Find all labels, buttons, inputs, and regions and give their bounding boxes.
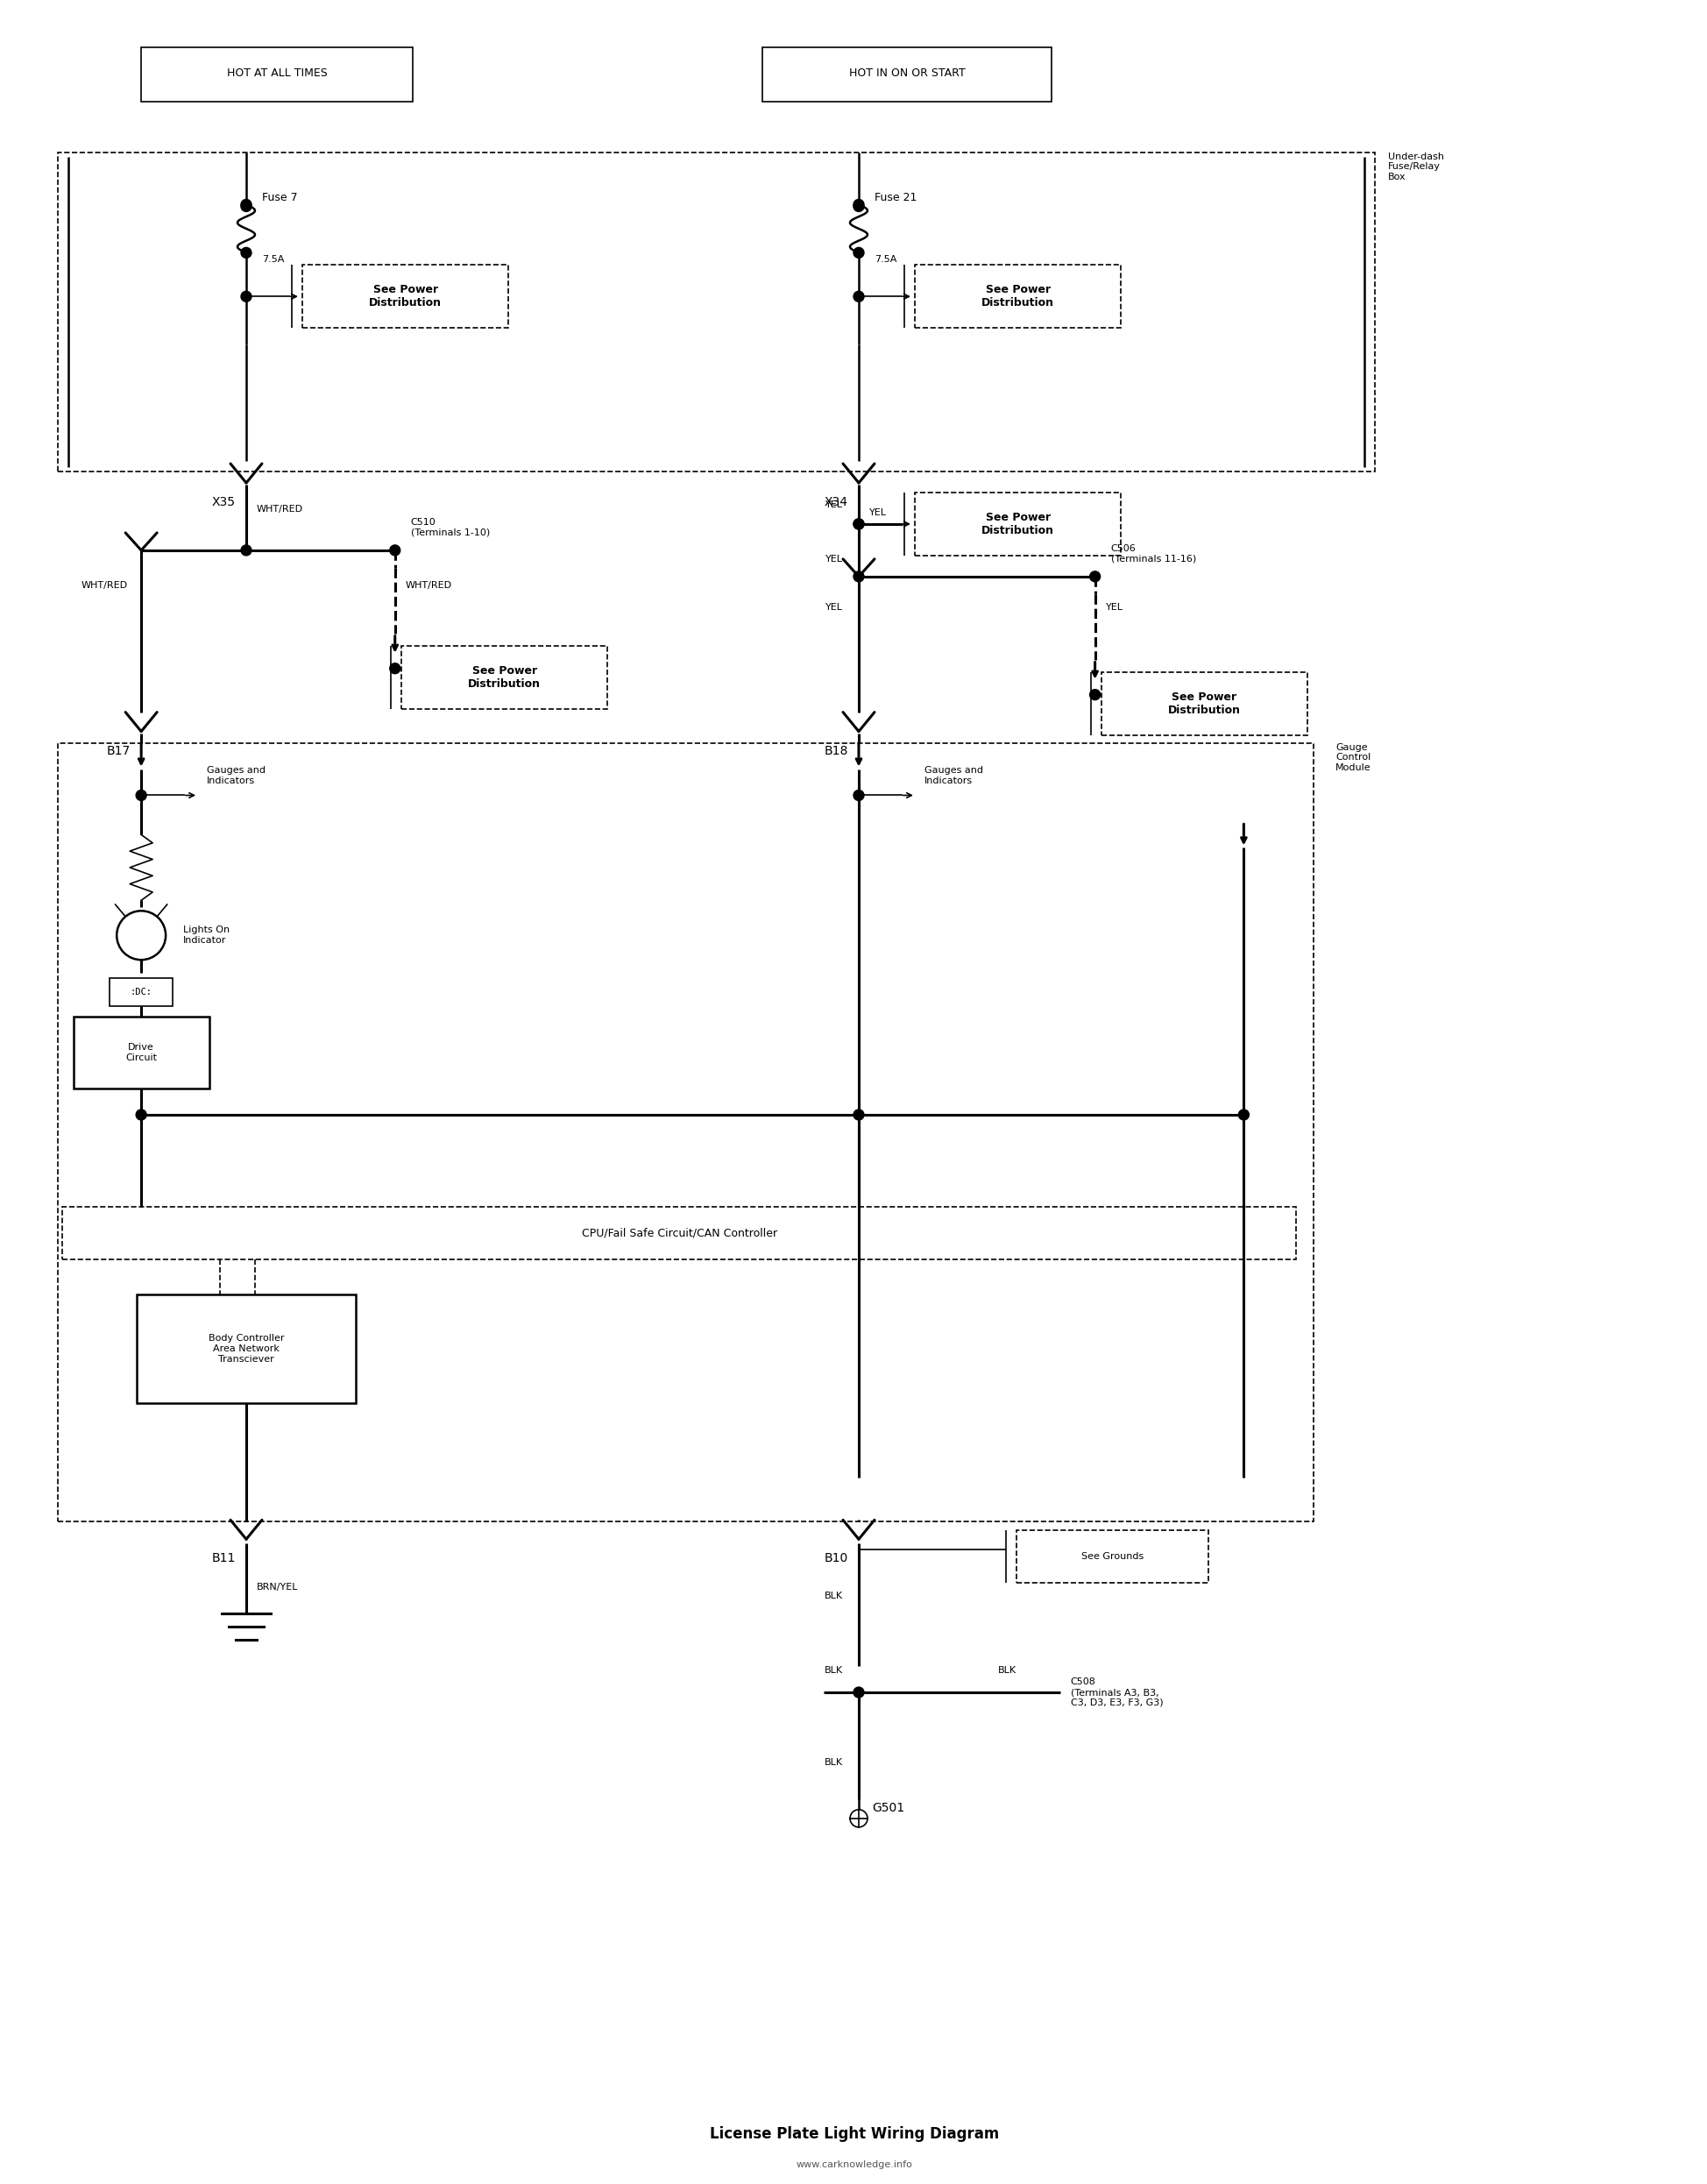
Text: Body Controller
Area Network
Transciever: Body Controller Area Network Transciever bbox=[208, 1334, 283, 1363]
Circle shape bbox=[854, 290, 864, 301]
Text: Fuse 7: Fuse 7 bbox=[261, 192, 297, 203]
Text: C506
(Terminals 11-16): C506 (Terminals 11-16) bbox=[1110, 544, 1195, 563]
Bar bbox=[58, 153, 1374, 472]
Circle shape bbox=[854, 1686, 864, 1697]
Text: WHT/RED: WHT/RED bbox=[82, 581, 128, 590]
Circle shape bbox=[389, 664, 399, 673]
Bar bbox=[1016, 1531, 1209, 1583]
Text: X34: X34 bbox=[824, 496, 848, 509]
Text: WHT/RED: WHT/RED bbox=[256, 505, 304, 513]
Circle shape bbox=[854, 1109, 864, 1120]
Circle shape bbox=[241, 290, 251, 301]
Bar bbox=[73, 1018, 208, 1088]
Text: Gauges and
Indicators: Gauges and Indicators bbox=[923, 767, 983, 784]
Text: B18: B18 bbox=[824, 745, 848, 758]
Text: YEL: YEL bbox=[869, 509, 886, 518]
Circle shape bbox=[850, 1811, 867, 1828]
Bar bbox=[915, 494, 1120, 555]
Circle shape bbox=[1238, 1109, 1248, 1120]
Text: License Plate Light Wiring Diagram: License Plate Light Wiring Diagram bbox=[710, 2127, 999, 2143]
Text: See Power
Distribution: See Power Distribution bbox=[369, 284, 442, 308]
Bar bbox=[915, 264, 1120, 328]
Text: YEL: YEL bbox=[824, 603, 843, 612]
Text: X35: X35 bbox=[212, 496, 236, 509]
Text: G501: G501 bbox=[872, 1802, 905, 1815]
Text: See Power
Distribution: See Power Distribution bbox=[468, 664, 541, 690]
Circle shape bbox=[854, 199, 864, 210]
Bar bbox=[1101, 673, 1306, 736]
Circle shape bbox=[854, 520, 864, 529]
Text: BRN/YEL: BRN/YEL bbox=[256, 1583, 299, 1592]
Circle shape bbox=[854, 791, 864, 802]
Text: WHT/RED: WHT/RED bbox=[405, 581, 452, 590]
Bar bbox=[302, 264, 509, 328]
Text: Gauges and
Indicators: Gauges and Indicators bbox=[207, 767, 265, 784]
Text: :DC:: :DC: bbox=[130, 987, 152, 996]
Text: YEL: YEL bbox=[1104, 603, 1123, 612]
Bar bbox=[142, 48, 413, 100]
Circle shape bbox=[116, 911, 166, 959]
Text: B10: B10 bbox=[824, 1553, 848, 1564]
Circle shape bbox=[241, 201, 251, 212]
Text: BLK: BLK bbox=[824, 1758, 843, 1767]
Text: HOT AT ALL TIMES: HOT AT ALL TIMES bbox=[227, 68, 328, 79]
Circle shape bbox=[1089, 690, 1099, 699]
Text: B11: B11 bbox=[212, 1553, 236, 1564]
Text: Under-dash
Fuse/Relay
Box: Under-dash Fuse/Relay Box bbox=[1388, 153, 1444, 181]
Text: BLK: BLK bbox=[824, 1666, 843, 1675]
Text: www.carknowledge.info: www.carknowledge.info bbox=[795, 2160, 912, 2169]
Text: Lights On
Indicator: Lights On Indicator bbox=[183, 926, 230, 946]
Text: Fuse 21: Fuse 21 bbox=[874, 192, 917, 203]
Circle shape bbox=[241, 199, 251, 210]
Bar bbox=[401, 646, 608, 708]
Text: B17: B17 bbox=[108, 745, 131, 758]
Bar bbox=[58, 743, 1313, 1522]
Text: HOT IN ON OR START: HOT IN ON OR START bbox=[848, 68, 964, 79]
Text: See Power
Distribution: See Power Distribution bbox=[1168, 690, 1239, 716]
Text: Gauge
Control
Module: Gauge Control Module bbox=[1335, 743, 1371, 771]
Circle shape bbox=[241, 247, 251, 258]
Text: YEL: YEL bbox=[824, 555, 843, 563]
Bar bbox=[63, 1206, 1296, 1260]
Circle shape bbox=[1089, 572, 1099, 581]
Text: BLK: BLK bbox=[824, 1592, 843, 1601]
Bar bbox=[137, 1295, 355, 1404]
Text: See Power
Distribution: See Power Distribution bbox=[982, 284, 1053, 308]
Text: C510
(Terminals 1-10): C510 (Terminals 1-10) bbox=[410, 518, 490, 537]
Text: CPU/Fail Safe Circuit/CAN Controller: CPU/Fail Safe Circuit/CAN Controller bbox=[582, 1227, 777, 1238]
Text: 7.5A: 7.5A bbox=[261, 256, 283, 264]
Text: YEL: YEL bbox=[824, 500, 843, 509]
Circle shape bbox=[854, 201, 864, 212]
Text: BLK: BLK bbox=[997, 1666, 1016, 1675]
Text: 7.5A: 7.5A bbox=[874, 256, 896, 264]
Text: See Power
Distribution: See Power Distribution bbox=[982, 511, 1053, 537]
Circle shape bbox=[137, 791, 147, 802]
Bar bbox=[109, 978, 172, 1007]
Text: See Grounds: See Grounds bbox=[1081, 1553, 1144, 1562]
Circle shape bbox=[854, 572, 864, 581]
Text: C508
(Terminals A3, B3,
C3, D3, E3, F3, G3): C508 (Terminals A3, B3, C3, D3, E3, F3, … bbox=[1070, 1677, 1162, 1708]
Circle shape bbox=[854, 247, 864, 258]
Circle shape bbox=[137, 1109, 147, 1120]
Circle shape bbox=[389, 546, 399, 555]
Circle shape bbox=[854, 520, 864, 529]
Bar bbox=[761, 48, 1052, 100]
Text: Drive
Circuit: Drive Circuit bbox=[125, 1044, 157, 1061]
Circle shape bbox=[241, 546, 251, 555]
